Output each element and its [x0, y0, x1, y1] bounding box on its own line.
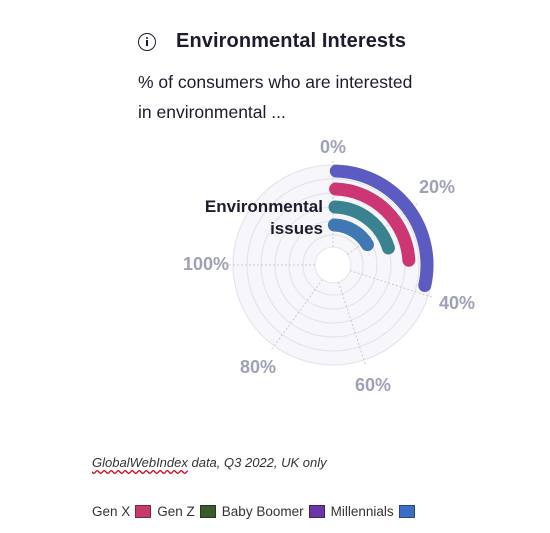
chart-subtitle: % of consumers who are interested in env… [138, 72, 413, 122]
bar-gen-z [328, 200, 395, 255]
title-row: Environmental Interests [138, 30, 528, 53]
axis-tick-label: 20% [419, 177, 455, 197]
grid-center [314, 246, 352, 284]
axis-tick-label: 80% [240, 357, 276, 377]
legend-item: Gen Z [157, 504, 216, 519]
legend-item: Baby Boomer [222, 504, 325, 519]
info-icon[interactable] [138, 32, 156, 51]
source-note: GlobalWebIndex data, Q3 2022, UK only [92, 455, 327, 470]
axis-tick-label: 40% [439, 293, 475, 313]
legend-item: Millennials [331, 504, 415, 519]
axis-tick-label: 0% [320, 137, 346, 157]
legend-label: Gen X [92, 504, 131, 519]
legend-swatch [308, 505, 325, 518]
bar-baby-boomer [327, 218, 374, 252]
legend-label: Gen Z [157, 504, 195, 519]
legend-item: Gen X [92, 504, 152, 519]
axis-tick-label: 100% [183, 254, 229, 274]
source-brand: GlobalWebIndex [92, 455, 188, 470]
legend-label: Baby Boomer [221, 504, 304, 519]
chart-title: Environmental Interests [176, 30, 407, 52]
axis-tick-label: 60% [355, 375, 391, 395]
legend-label: Millennials [330, 504, 394, 519]
category-label: Environmental [205, 197, 323, 216]
bar-millennials [329, 164, 434, 293]
legend-swatch [135, 505, 152, 518]
source-text: data, Q3 2022, UK only [187, 455, 327, 470]
legend-swatch [398, 505, 415, 518]
bar-gen-x [329, 182, 416, 267]
category-label: issues [270, 219, 323, 238]
chart-header: Environmental Interests % of consumers w… [138, 30, 528, 127]
legend-swatch [199, 505, 216, 518]
legend: Gen X Gen Z Baby Boomer Millennials [92, 504, 421, 519]
